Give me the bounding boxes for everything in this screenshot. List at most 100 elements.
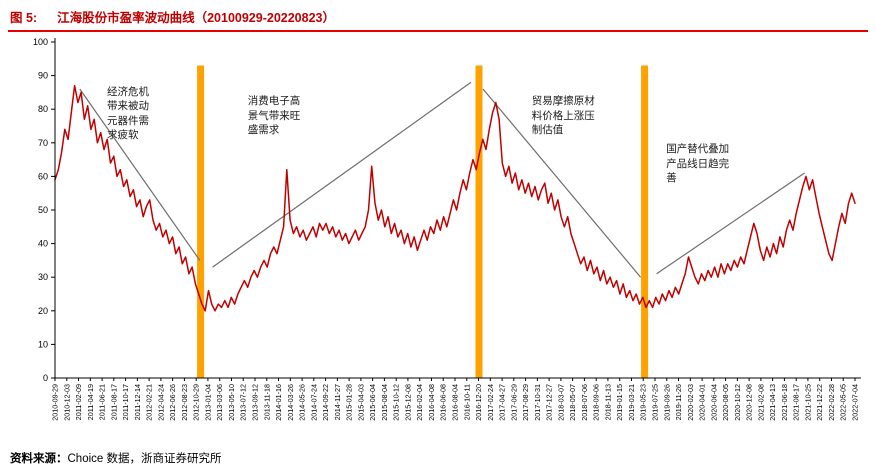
x-tick-label: 2018-11-13	[603, 384, 612, 420]
x-tick-label: 2021-08-17	[792, 384, 801, 421]
x-tick-label: 2014-11-27	[333, 384, 342, 420]
y-tick-label: 40	[38, 239, 48, 249]
figure-caption: 图 5: 江海股份市盈率波动曲线（20100929-20220823）	[10, 7, 335, 26]
x-tick-label: 2013-07-12	[239, 384, 248, 421]
trend-line	[212, 81, 472, 268]
x-tick-label: 2016-06-08	[439, 384, 448, 421]
y-tick-label: 90	[38, 71, 48, 81]
chart-annotation-trade-friction: 贸易摩擦原材料价格上涨压制估值	[531, 95, 595, 137]
x-tick-label: 2019-09-26	[662, 384, 671, 421]
x-tick-label: 2018-03-07	[556, 384, 565, 421]
x-tick-label: 2016-10-11	[462, 384, 471, 420]
source-text: Choice 数据，浙商证券研究所	[67, 453, 222, 465]
pe-line-chart: 0 10 20 30 40 50 60 70 80 90 100 2010-09-29 2010-12-…	[33, 37, 861, 421]
x-tick-label: 2013-01-04	[203, 384, 212, 421]
x-tick-label: 2017-12-27	[545, 384, 554, 421]
y-tick-label: 30	[38, 272, 48, 282]
x-tick-label: 2021-02-08	[756, 384, 765, 421]
figure-number: 图 5:	[10, 11, 38, 25]
chart-annotation-crisis: 经济危机带来被动元器件需求疲软	[107, 86, 149, 142]
x-tick-label: 2019-05-23	[639, 384, 648, 421]
x-tick-label: 2017-02-24	[486, 384, 495, 421]
pe-series-line	[54, 84, 856, 312]
y-tick-label: 60	[38, 171, 48, 181]
x-tick-label: 2012-02-21	[145, 384, 154, 421]
x-tick-label: 2011-08-17	[109, 384, 118, 420]
trend-line	[656, 172, 805, 275]
x-tick-label: 2015-04-03	[356, 384, 365, 421]
x-tick-label: 2016-02-04	[415, 384, 424, 421]
caption-divider	[8, 30, 868, 32]
x-tick-label: 2020-06-04	[709, 384, 718, 421]
event-highlight-bar	[641, 65, 649, 378]
x-tick-label: 2010-09-29	[51, 384, 60, 421]
event-highlight-bar	[475, 65, 483, 378]
y-tick-label: 80	[38, 104, 48, 114]
x-tick-label: 2019-01-15	[615, 384, 624, 421]
x-tick-label: 2014-01-16	[274, 384, 283, 421]
trend-line	[482, 88, 642, 278]
x-tick-label: 2012-08-23	[180, 384, 189, 421]
x-tick-label: 2018-05-07	[568, 384, 577, 421]
y-tick-label: 100	[33, 37, 48, 47]
x-tick-label: 2020-08-05	[721, 384, 730, 421]
x-tick-label: 2020-02-03	[686, 384, 695, 421]
x-tick-label: 2021-06-18	[780, 384, 789, 421]
x-tick-label: 2021-12-22	[815, 384, 824, 421]
x-tick-label: 2022-07-04	[851, 384, 860, 421]
chart-area: 0 10 20 30 40 50 60 70 80 90 100 2010-09-29 2010-12-…	[0, 36, 876, 446]
x-tick-label: 2011-06-21	[98, 384, 107, 420]
source-note: 资料来源：Choice 数据，浙商证券研究所	[10, 450, 222, 466]
x-tick-label: 2016-08-04	[451, 384, 460, 421]
x-tick-label: 2015-06-04	[368, 384, 377, 421]
y-tick-label: 20	[38, 306, 48, 316]
x-tick-label: 2013-11-18	[262, 384, 271, 420]
y-tick-label: 10	[38, 339, 48, 349]
x-tick-label: 2020-04-01	[698, 384, 707, 421]
x-tick-label: 2011-04-19	[86, 384, 95, 420]
x-tick-label: 2015-01-28	[345, 384, 354, 421]
figure-title: 江海股份市盈率波动曲线（20100929-20220823）	[57, 11, 335, 25]
x-tick-label: 2012-04-24	[156, 384, 165, 421]
x-tick-label: 2010-12-03	[62, 384, 71, 421]
x-tick-label: 2019-03-21	[627, 384, 636, 421]
x-tick-label: 2022-05-05	[839, 384, 848, 421]
x-tick-label: 2020-10-12	[733, 384, 742, 421]
chart-annotation-consumer-electronics: 消费电子高景气带来旺盛需求	[247, 95, 301, 137]
x-tick-label: 2015-08-04	[380, 384, 389, 421]
trend-line	[79, 88, 201, 261]
x-tick-label: 2018-09-06	[592, 384, 601, 421]
x-tick-label: 2017-10-31	[533, 384, 542, 421]
x-tick-label: 2022-02-28	[827, 384, 836, 421]
y-tick-label: 0	[43, 373, 48, 383]
x-tick-label: 2020-12-08	[745, 384, 754, 421]
x-tick-label: 2021-10-25	[803, 384, 812, 421]
source-label: 资料来源：	[10, 453, 68, 465]
x-tick-label: 2014-07-24	[309, 384, 318, 421]
y-tick-label: 70	[38, 138, 48, 148]
x-tick-label: 2014-09-22	[321, 384, 330, 421]
x-tick-label: 2021-04-13	[768, 384, 777, 421]
x-tick-label: 2019-11-26	[674, 384, 683, 420]
x-tick-label: 2017-06-29	[509, 384, 518, 421]
x-tick-label: 2017-08-29	[521, 384, 530, 421]
x-tick-label: 2016-04-08	[427, 384, 436, 421]
x-tick-label: 2017-04-27	[498, 384, 507, 421]
chart-annotation-domestic-substitution: 国产替代叠加产品线日趋完善	[666, 143, 730, 185]
x-tick-label: 2016-12-20	[474, 384, 483, 421]
y-tick-label: 50	[38, 205, 48, 215]
x-tick-label: 2011-02-09	[74, 384, 83, 420]
x-tick-label: 2015-12-08	[403, 384, 412, 421]
x-tick-label: 2019-07-25	[651, 384, 660, 421]
x-tick-label: 2015-10-12	[392, 384, 401, 421]
x-tick-label: 2018-07-06	[580, 384, 589, 421]
x-tick-label: 2014-05-26	[298, 384, 307, 421]
event-highlight-bar	[197, 65, 205, 378]
x-tick-label: 2011-12-14	[133, 384, 142, 420]
x-tick-label: 2012-06-26	[168, 384, 177, 421]
x-tick-label: 2014-03-26	[286, 384, 295, 421]
x-tick-label: 2013-09-12	[251, 384, 260, 421]
x-tick-label: 2012-10-29	[192, 384, 201, 421]
x-tick-label: 2011-10-17	[121, 384, 130, 420]
